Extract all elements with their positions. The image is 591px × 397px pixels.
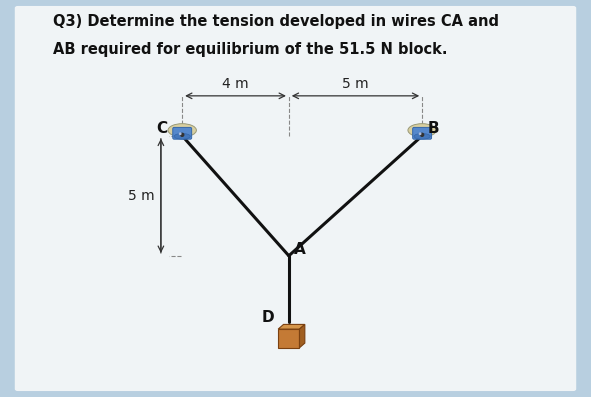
Bar xyxy=(278,329,300,348)
Circle shape xyxy=(180,133,181,135)
Text: 5 m: 5 m xyxy=(342,77,369,91)
Ellipse shape xyxy=(414,133,430,139)
Text: 4 m: 4 m xyxy=(222,77,249,91)
Circle shape xyxy=(420,133,421,135)
Text: B: B xyxy=(427,121,439,136)
FancyBboxPatch shape xyxy=(173,127,191,139)
FancyBboxPatch shape xyxy=(413,127,431,139)
Text: 5 m: 5 m xyxy=(128,189,154,203)
Circle shape xyxy=(421,133,424,136)
Polygon shape xyxy=(300,324,305,348)
FancyBboxPatch shape xyxy=(15,6,576,391)
Text: Q3) Determine the tension developed in wires CA and: Q3) Determine the tension developed in w… xyxy=(53,14,499,29)
Text: D: D xyxy=(262,310,274,326)
Text: C: C xyxy=(157,121,168,136)
Text: AB required for equilibrium of the 51.5 N block.: AB required for equilibrium of the 51.5 … xyxy=(53,42,448,57)
Circle shape xyxy=(181,133,184,136)
Ellipse shape xyxy=(408,124,436,137)
Ellipse shape xyxy=(174,133,190,139)
Ellipse shape xyxy=(168,124,196,137)
Polygon shape xyxy=(278,324,305,329)
Text: A: A xyxy=(294,243,306,257)
